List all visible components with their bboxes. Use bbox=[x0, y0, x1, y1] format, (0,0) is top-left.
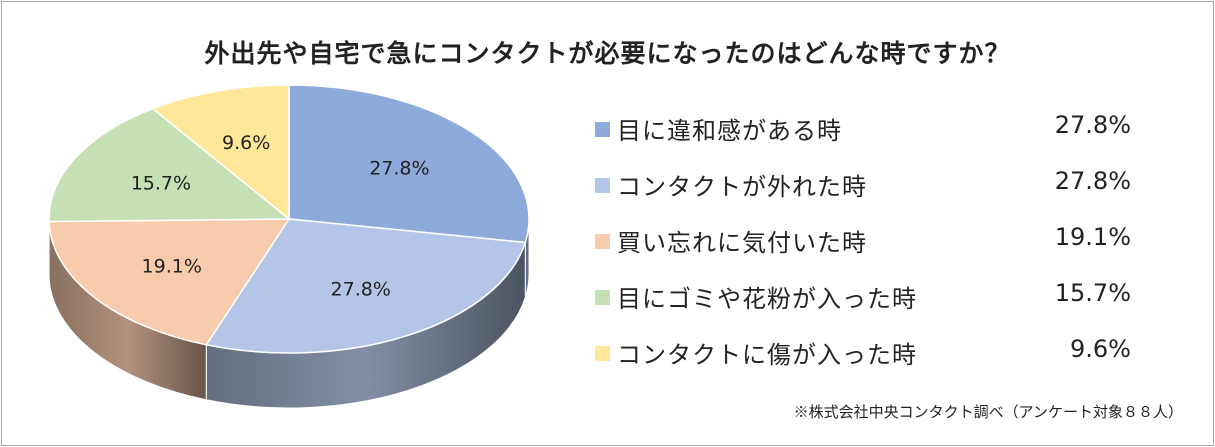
legend-item: 目に違和感がある時 27.8% bbox=[591, 108, 1151, 164]
legend: 目に違和感がある時 27.8% コンタクトが外れた時 27.8% 買い忘れに気付… bbox=[591, 108, 1151, 388]
legend-value: 15.7% bbox=[1054, 279, 1131, 307]
legend-item: コンタクトに傷が入った時 9.6% bbox=[591, 332, 1151, 388]
pie-slice bbox=[48, 107, 292, 223]
legend-label: コンタクトが外れた時 bbox=[617, 173, 867, 201]
legend-label: 目に違和感がある時 bbox=[617, 117, 842, 145]
pie-chart: 27.8% 27.8% 19.1% 15.7% 9.6% bbox=[48, 84, 530, 409]
legend-swatch bbox=[595, 178, 610, 193]
legend-item: 目にゴミや花粉が入った時 15.7% bbox=[591, 276, 1151, 332]
legend-value: 27.8% bbox=[1054, 111, 1131, 139]
legend-value: 19.1% bbox=[1054, 223, 1131, 251]
pie-slice bbox=[288, 84, 530, 244]
legend-label: コンタクトに傷が入った時 bbox=[617, 341, 917, 369]
legend-swatch bbox=[595, 290, 610, 305]
pie-data-label: 27.8% bbox=[369, 157, 429, 179]
legend-value: 9.6% bbox=[1070, 335, 1131, 363]
pie-slice bbox=[48, 218, 291, 346]
pie-data-label: 27.8% bbox=[331, 279, 391, 301]
legend-swatch bbox=[595, 346, 610, 361]
pie-top-layer bbox=[48, 84, 530, 354]
pie-data-label: 19.1% bbox=[142, 256, 202, 278]
legend-item: 買い忘れに気付いた時 19.1% bbox=[591, 220, 1151, 276]
pie-data-label: 15.7% bbox=[131, 172, 191, 194]
chart-title: 外出先や自宅で急にコンタクトが必要になったのはどんな時ですか？ bbox=[204, 39, 1011, 68]
legend-value: 27.8% bbox=[1054, 167, 1131, 195]
pie-data-label: 9.6% bbox=[222, 132, 270, 154]
pie-label-layer: 27.8% 27.8% 19.1% 15.7% 9.6% bbox=[131, 132, 430, 301]
legend-label: 買い忘れに気付いた時 bbox=[617, 229, 867, 257]
legend-swatch bbox=[595, 122, 610, 137]
pie-slice bbox=[205, 218, 527, 354]
legend-label: 目にゴミや花粉が入った時 bbox=[617, 285, 917, 313]
legend-swatch bbox=[595, 234, 610, 249]
legend-item: コンタクトが外れた時 27.8% bbox=[591, 164, 1151, 220]
pie-slice bbox=[151, 84, 290, 221]
source-note: ※株式会社中央コンタクト調べ（アンケート対象８８人） bbox=[793, 403, 1183, 421]
